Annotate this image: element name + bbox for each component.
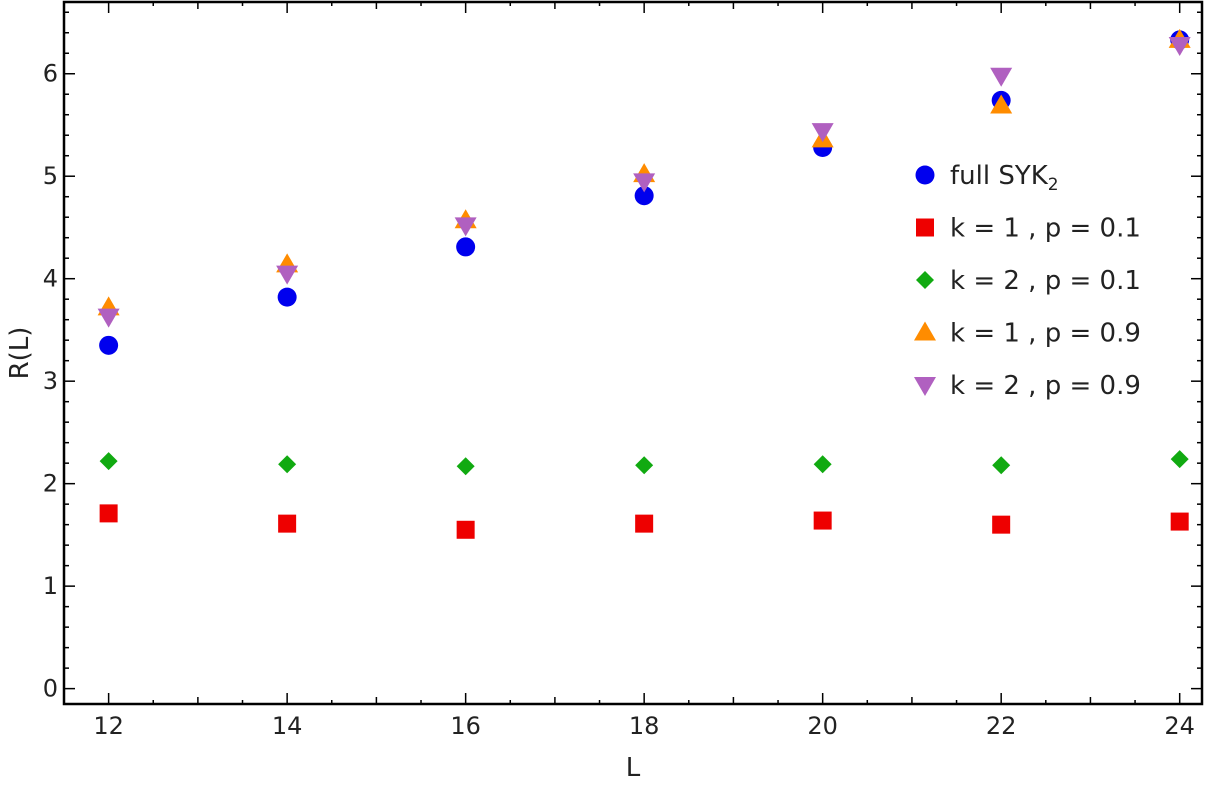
data-point — [454, 217, 477, 237]
data-point — [992, 515, 1011, 534]
data-point — [99, 335, 119, 355]
data-marks — [97, 28, 1191, 539]
series-5 — [97, 37, 1191, 328]
legend-marker — [915, 165, 935, 185]
data-point — [634, 186, 654, 206]
x-tick-label: 12 — [93, 712, 124, 740]
data-point — [813, 455, 832, 474]
legend-item: k = 1 , p = 0.9 — [914, 319, 1141, 349]
data-point — [1168, 37, 1191, 57]
series-2 — [99, 504, 1189, 539]
legend: full SYK2 k = 1 , p = 0.1 k = 2 , p = 0.1 k… — [914, 161, 1141, 401]
legend-item: full SYK2 — [915, 161, 1059, 195]
y-tick-label: 6 — [43, 60, 58, 88]
data-point — [1170, 512, 1189, 531]
y-tick-label: 2 — [43, 470, 58, 498]
x-tick-label: 20 — [807, 712, 838, 740]
data-point — [811, 123, 834, 143]
legend-label: k = 2 , p = 0.9 — [950, 371, 1141, 401]
data-point — [276, 265, 299, 285]
y-tick-label: 3 — [43, 367, 58, 395]
data-point — [278, 514, 297, 533]
legend-label: k = 1 , p = 0.1 — [950, 214, 1141, 244]
x-axis-title: L — [626, 753, 641, 783]
data-point — [97, 308, 120, 328]
data-point — [456, 520, 475, 539]
data-point — [99, 452, 118, 471]
data-point — [990, 67, 1013, 87]
x-tick-label: 24 — [1164, 712, 1195, 740]
data-point — [990, 94, 1013, 114]
data-point — [813, 511, 832, 530]
legend-marker — [914, 321, 936, 341]
legend-label: k = 2 , p = 0.1 — [950, 266, 1141, 296]
y-tick-label: 5 — [43, 162, 58, 190]
y-tick-label: 4 — [43, 265, 58, 293]
legend-label: k = 1 , p = 0.9 — [950, 319, 1141, 349]
legend-marker — [916, 271, 934, 289]
data-point — [633, 173, 656, 193]
data-point — [992, 456, 1011, 475]
legend-item: k = 2 , p = 0.1 — [916, 266, 1141, 296]
data-point — [635, 456, 654, 475]
x-tick-label: 14 — [272, 712, 303, 740]
legend-marker — [914, 377, 936, 396]
data-point — [456, 457, 475, 476]
data-point — [456, 237, 476, 257]
series-3 — [99, 450, 1189, 476]
data-point — [1170, 450, 1189, 469]
legend-label: full SYK2 — [950, 161, 1059, 195]
x-tick-label: 16 — [450, 712, 481, 740]
y-tick-label: 0 — [43, 675, 58, 703]
x-tick-label: 18 — [629, 712, 660, 740]
legend-item: k = 1 , p = 0.1 — [916, 214, 1141, 244]
y-tick-label: 1 — [43, 572, 58, 600]
legend-marker — [916, 218, 934, 237]
data-point — [277, 287, 297, 307]
legend-item: k = 2 , p = 0.9 — [914, 371, 1141, 401]
data-point — [278, 455, 297, 474]
plot-frame — [62, 0, 1204, 706]
data-point — [99, 504, 118, 523]
series-1 — [99, 30, 1190, 355]
data-point — [635, 514, 654, 533]
y-axis-title: R(L) — [5, 327, 35, 380]
x-tick-label: 22 — [986, 712, 1017, 740]
axis-ticks — [63, 2, 1202, 704]
